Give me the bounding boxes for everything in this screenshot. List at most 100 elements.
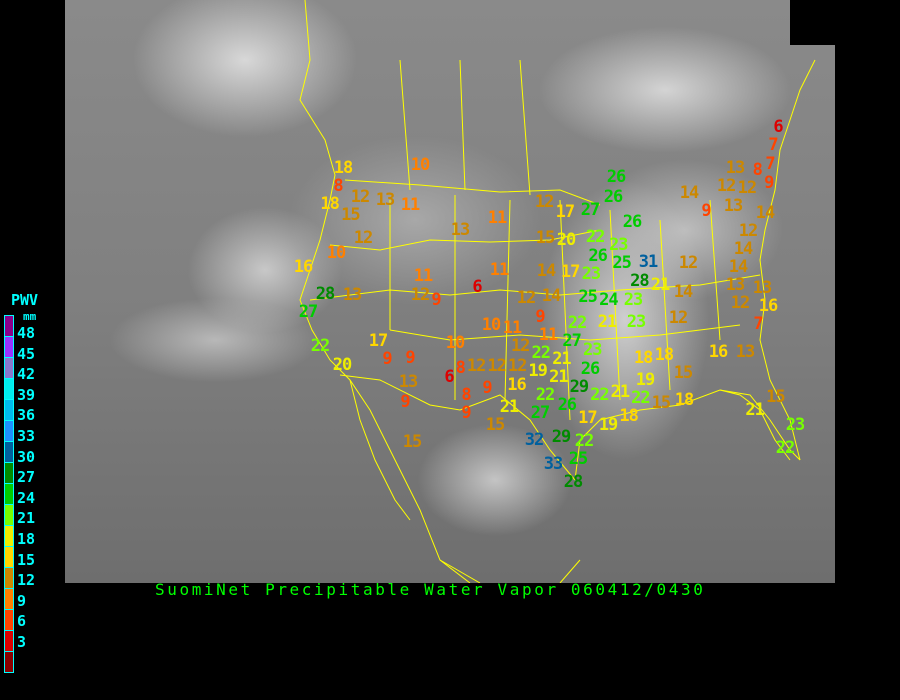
station-pwv-value: 12 [534,191,555,212]
legend-swatch [4,652,14,673]
legend-label: 15 [17,550,36,569]
station-pwv-value: 19 [635,369,656,390]
station-pwv-value: 10 [410,154,431,175]
station-pwv-value: 15 [402,431,423,452]
station-pwv-value: 18 [633,347,654,368]
station-pwv-value: 12 [350,186,371,207]
station-pwv-value: 22 [590,384,610,405]
station-pwv-value: 26 [557,395,578,416]
station-pwv-value: 9 [431,289,441,310]
station-pwv-value: 23 [785,414,806,435]
state-line [389,324,741,341]
station-pwv-value: 8 [461,384,471,405]
station-pwv-value: 22 [631,387,651,408]
station-pwv-value: 12 [738,220,759,241]
legend-label: 39 [17,385,36,404]
station-pwv-value: 12 [516,287,537,308]
station-pwv-value: 13 [725,275,746,296]
station-pwv-value: 9 [400,391,410,412]
station-pwv-value: 16 [507,374,527,395]
legend-swatch [4,442,14,463]
legend-swatch [4,568,14,589]
legend-swatch [4,526,14,547]
station-pwv-value: 19 [598,414,619,435]
station-pwv-value: 9 [535,306,545,327]
canada-province-lines [399,59,531,196]
legend-swatch [4,358,14,379]
station-pwv-value: 21 [745,399,765,420]
station-pwv-value: 8 [455,357,466,378]
no-data-region [790,0,835,45]
station-pwv-value: 12 [716,176,737,197]
station-pwv-value: 11 [489,259,510,280]
legend-label: 12 [17,571,36,590]
station-pwv-value: 17 [555,201,576,222]
station-pwv-value: 26 [580,358,601,379]
map-caption: SuomiNet Precipitable Water Vapor 060412… [155,580,706,599]
florida-outline [719,389,791,461]
canada-border [344,179,601,206]
boundary-lines [299,0,816,583]
legend-label: 18 [17,530,36,548]
station-pwv-value: 13 [723,196,744,217]
station-pwv-value: 12 [507,355,528,376]
station-pwv-value: 11 [538,324,559,345]
station-pwv-value: 22 [567,312,588,333]
station-pwv-value: 18 [654,344,675,365]
east-coast [759,59,816,461]
station-pwv-value: 20 [332,354,353,375]
station-pwv-value: 14 [536,260,557,281]
station-pwv-value: 21 [552,348,572,369]
station-pwv-value: 12 [668,307,689,328]
station-pwv-value: 12 [678,252,699,273]
legend-title: PWV [11,291,39,309]
station-pwv-value: 21 [597,311,618,332]
legend-swatch [4,463,14,484]
station-pwv-value: 9 [405,347,415,368]
station-pwv-value: 28 [315,283,336,304]
legend-label: 33 [17,427,36,445]
station-pwv-value: 19 [528,360,548,381]
station-pwv-value: 23 [609,235,629,256]
state-line [309,274,761,301]
station-pwv-value: 25 [578,286,598,307]
west-coastline [299,0,471,583]
station-pwv-value: 17 [368,330,389,351]
legend-label: 24 [17,488,36,507]
legend-swatch [4,631,14,652]
station-pwv-value: 7 [768,135,778,156]
state-line [389,195,721,421]
station-pwv-value: 7 [753,313,763,334]
legend-swatch [4,610,14,631]
station-pwv-value: 29 [569,376,590,397]
station-pwv-value: 33 [543,453,564,474]
station-pwv-value: 21 [650,274,671,295]
station-pwv-value: 25 [612,253,632,274]
station-pwv-value: 16 [708,341,729,362]
station-pwv-value: 9 [382,349,392,370]
station-pwv-value: 9 [764,172,774,193]
station-pwv-value: 12 [466,355,487,376]
station-pwv-value: 14 [733,238,754,259]
station-pwv-value: 13 [342,284,363,305]
station-pwv-value: 22 [531,342,552,363]
gulf-coast [574,389,801,481]
legend-label: 21 [17,509,36,528]
station-pwv-value: 10 [445,332,466,353]
station-pwv-value: 26 [622,211,643,232]
station-pwv-value: 22 [310,335,331,356]
station-pwv-value: 23 [623,289,644,310]
station-pwv-value: 26 [588,245,608,266]
legend-label: 3 [17,633,27,651]
station-pwv-value: 17 [578,407,598,428]
station-pwv-value: 12 [353,227,374,248]
station-pwv-value: 12 [410,284,431,305]
station-pwv-value: 11 [487,207,508,228]
legend-label: 48 [17,324,36,342]
station-pwv-value: 22 [775,437,796,458]
station-pwv-value: 11 [413,266,434,287]
station-pwv-value: 13 [375,189,396,210]
station-pwv-value: 22 [535,384,556,405]
station-pwv-value: 8 [752,160,763,181]
station-pwv-value: 6 [444,366,454,387]
